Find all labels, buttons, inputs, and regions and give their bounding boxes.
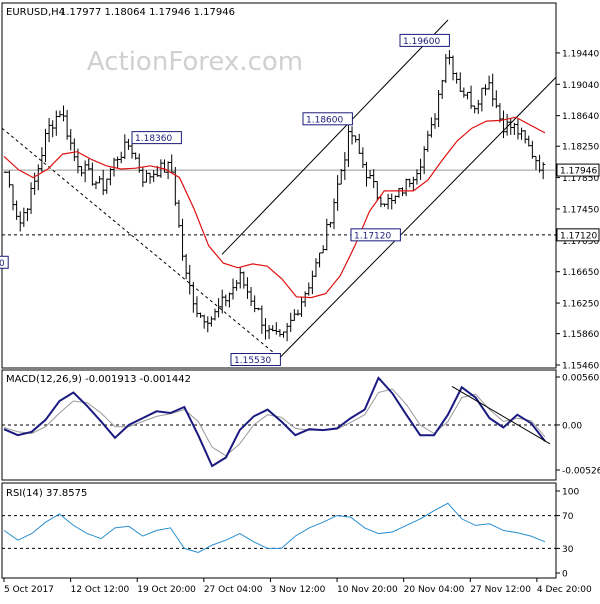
price-y-tick-label: 1.18250	[562, 143, 599, 153]
rsi-panel-frame	[1, 482, 557, 579]
price-panel-frame	[1, 2, 557, 369]
price-annotation-text: 1.18360	[135, 134, 172, 144]
x-tick-label: 4 Dec 20:00	[537, 585, 592, 595]
rsi-title: RSI(14) 37.8575	[6, 488, 87, 499]
price-layer: 1.17946 1.17120 1.18360 1.18600 1.19600 1.171…	[0, 19, 600, 367]
price-annotation: 0	[0, 255, 9, 269]
macd-y-axis: 0.005607 0.00 -0.005267	[556, 374, 600, 477]
ohlc-bar	[541, 162, 546, 180]
rsi-y-tick-label: 70	[562, 512, 574, 522]
x-tick-label: 27 Oct 04:00	[204, 585, 263, 595]
price-annotation: 1.15530	[230, 353, 281, 367]
price-y-tick-label: 1.16650	[562, 268, 599, 278]
rsi-y-tick-label: 100	[562, 488, 579, 498]
price-annotation-box	[302, 112, 353, 126]
x-tick-label: 10 Nov 20:00	[337, 585, 398, 595]
macd-line	[3, 376, 546, 468]
price-annotation-box	[0, 255, 9, 269]
x-tick-label: 5 Oct 2017	[4, 585, 54, 595]
price-y-tick-label: 1.15460	[562, 362, 599, 372]
macd-y-tick-label: 0.005607	[562, 374, 600, 384]
macd-layer	[2, 376, 556, 468]
price-annotation-box	[230, 353, 281, 367]
price-annotation-text: 1.19600	[403, 37, 440, 47]
price-y-tick-label: 1.15860	[562, 330, 599, 340]
price-annotation-text: 1.17120	[354, 231, 391, 241]
price-title: EURUSD,H4	[6, 7, 65, 18]
current-price-box	[556, 163, 600, 177]
price-annotation: 1.17120	[350, 228, 401, 242]
current-price-text: 1.17946	[560, 167, 597, 177]
level-axis-box	[556, 228, 600, 242]
price-y-tick-label: 1.16250	[562, 300, 599, 310]
price-annotation-text: 1.18600	[306, 115, 343, 125]
rsi-y-tick-label: 0	[562, 570, 568, 580]
macd-y-tick-label: 0.00	[562, 421, 582, 431]
price-annotation-box	[131, 131, 182, 145]
rsi-line	[3, 502, 546, 554]
x-tick-label: 20 Nov 04:00	[404, 585, 465, 595]
macd-title: MACD(12,26,9) -0.001913 -0.001442	[6, 374, 191, 385]
price-y-tick-label: 1.17050	[562, 237, 599, 247]
x-axis: 5 Oct 2017 12 Oct 12:00 19 Oct 20:00 27 Oct…	[3, 578, 592, 595]
level-axis-label: 1.17120	[556, 228, 600, 242]
x-tick-label: 3 Nov 12:00	[270, 585, 325, 595]
price-y-tick-label: 1.17850	[562, 174, 599, 184]
price-y-tick-label: 1.19040	[562, 81, 599, 91]
trendline-channel-upper	[221, 19, 449, 255]
price-annotation-text: 1.15530	[234, 356, 271, 366]
macd-trendline	[451, 386, 551, 445]
level-axis-text: 1.17120	[560, 231, 597, 241]
price-annotation: 1.19600	[399, 33, 450, 47]
x-tick-label: 12 Oct 12:00	[71, 585, 130, 595]
price-annotation: 1.18360	[131, 131, 182, 145]
price-annotation: 1.18600	[302, 112, 353, 126]
macd-y-tick-label: -0.005267	[562, 467, 600, 477]
trendline-descending	[1, 127, 281, 359]
price-y-tick-label: 1.17450	[562, 205, 599, 215]
x-tick-label: 27 Nov 12:00	[470, 585, 531, 595]
price-annotation-box	[350, 228, 401, 242]
rsi-y-axis: 100 70 30 0	[556, 488, 579, 580]
x-tick-label: 19 Oct 20:00	[137, 585, 196, 595]
watermark: ActionForex.com	[87, 47, 303, 77]
price-annotation-text: 0	[0, 259, 5, 269]
rsi-y-tick-label: 30	[562, 545, 574, 555]
price-annotation-box	[399, 33, 450, 47]
moving-average-line	[3, 116, 546, 299]
rsi-layer	[2, 502, 556, 554]
trendline-channel-lower	[277, 76, 557, 360]
current-price-label: 1.17946	[556, 163, 600, 177]
price-y-tick-label: 1.19440	[562, 49, 599, 59]
price-header-values: 1.17977 1.18064 1.17946 1.17946	[60, 7, 235, 18]
price-y-tick-label: 1.18640	[562, 112, 599, 122]
